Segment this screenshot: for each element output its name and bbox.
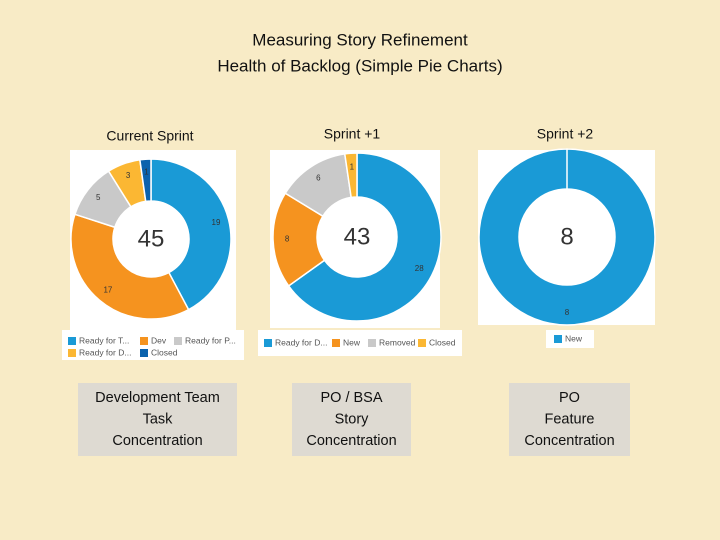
slice-label: 8: [285, 235, 290, 244]
chart-title: Current Sprint: [106, 128, 193, 144]
legend-label: Dev: [151, 335, 167, 345]
slice-label: 5: [96, 193, 101, 202]
legend-label: Removed: [379, 337, 416, 347]
legend-label: Closed: [429, 337, 456, 347]
legend-swatch: [68, 349, 76, 357]
caption-box: [78, 383, 237, 456]
legend-label: New: [565, 333, 583, 343]
legend-label: Ready for D...: [79, 347, 131, 357]
caption-box: [292, 383, 411, 456]
legend-label: Ready for T...: [79, 335, 129, 345]
legend-swatch: [554, 335, 562, 343]
slice-label: 3: [126, 171, 131, 180]
caption-line: PO / BSA: [320, 390, 382, 406]
caption-line: Feature: [545, 411, 595, 427]
caption-line: Development Team: [95, 390, 220, 406]
slide-title: Measuring Story Refinement: [252, 30, 468, 49]
slice-label: 17: [103, 285, 112, 294]
donut-total: 8: [560, 223, 573, 250]
legend-panel: [258, 330, 462, 356]
caption-line: Story: [335, 411, 370, 427]
legend-swatch: [264, 339, 272, 347]
legend-label: New: [343, 337, 361, 347]
chart-title: Sprint +2: [537, 126, 594, 142]
legend-panel: [546, 330, 594, 348]
caption-line: Concentration: [524, 433, 614, 449]
slice-label: 6: [316, 174, 321, 183]
caption-line: Concentration: [112, 433, 202, 449]
caption-line: Concentration: [306, 433, 396, 449]
donut-slice: [139, 158, 152, 203]
donut-slice: [150, 158, 232, 311]
donut-slice: [478, 148, 656, 326]
donut-slice: [70, 213, 190, 320]
caption-line: Task: [143, 411, 174, 427]
legend-swatch: [418, 339, 426, 347]
slice-label: 1: [350, 162, 355, 171]
donut-total: 43: [344, 223, 371, 250]
caption-box: [509, 383, 630, 456]
slice-label: 19: [212, 218, 221, 227]
donut-slice: [343, 152, 358, 199]
legend-swatch: [174, 337, 182, 345]
caption-line: PO: [559, 390, 580, 406]
legend-label: Ready for P...: [185, 335, 236, 345]
slide-subtitle: Health of Backlog (Simple Pie Charts): [217, 56, 502, 75]
slice-label: 28: [415, 264, 424, 273]
legend-label: Closed: [151, 347, 178, 357]
legend-swatch: [68, 337, 76, 345]
legend-swatch: [140, 349, 148, 357]
donut-slice: [287, 152, 442, 322]
legend-label: Ready for D...: [275, 337, 327, 347]
legend-panel: [62, 330, 244, 360]
legend-swatch: [140, 337, 148, 345]
slice-label: 1: [144, 167, 149, 176]
legend-swatch: [332, 339, 340, 347]
chart-title: Sprint +1: [324, 126, 381, 142]
legend-swatch: [368, 339, 376, 347]
donut-total: 45: [138, 225, 165, 252]
slice-label: 8: [565, 308, 570, 317]
